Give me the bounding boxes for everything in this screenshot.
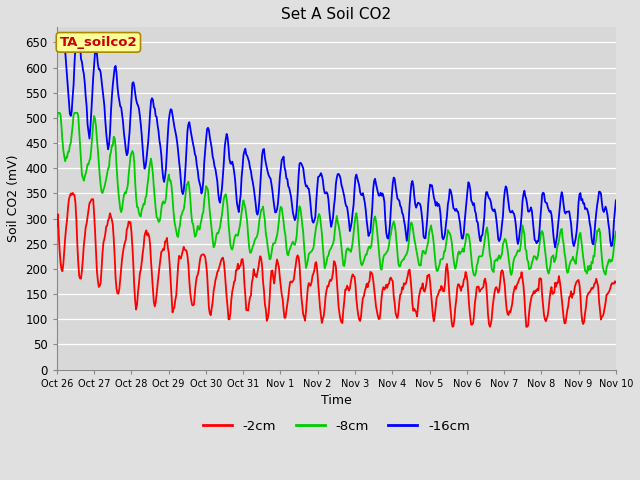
Text: TA_soilco2: TA_soilco2	[60, 36, 137, 49]
X-axis label: Time: Time	[321, 394, 352, 407]
Title: Set A Soil CO2: Set A Soil CO2	[281, 7, 392, 22]
Y-axis label: Soil CO2 (mV): Soil CO2 (mV)	[7, 155, 20, 242]
Legend: -2cm, -8cm, -16cm: -2cm, -8cm, -16cm	[198, 415, 475, 438]
